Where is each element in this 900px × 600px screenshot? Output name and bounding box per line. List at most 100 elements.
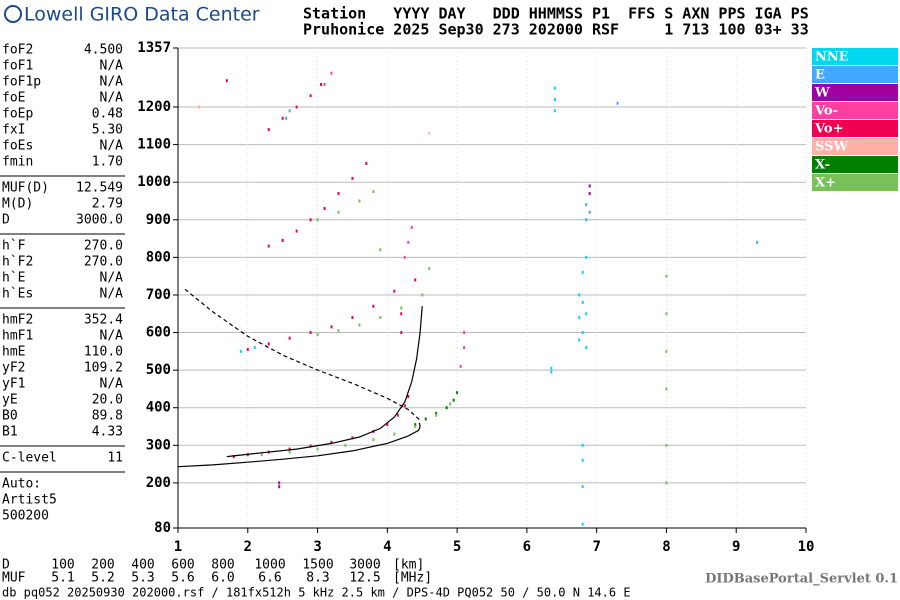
point (581, 270, 584, 274)
legend-swatch (812, 102, 898, 119)
point (581, 458, 584, 462)
point (330, 325, 333, 329)
point (452, 398, 455, 402)
param-value: 109.2 (84, 361, 123, 376)
point (267, 342, 270, 346)
muf: 8.3 (306, 571, 329, 586)
param-label: M(D) (2, 197, 33, 212)
point (337, 191, 340, 195)
legend-label: Vo- (814, 104, 838, 119)
point (400, 306, 403, 310)
point (316, 218, 319, 222)
point (351, 176, 354, 180)
param-value: N/A (100, 91, 124, 106)
distance: 600 (171, 558, 194, 573)
point (463, 346, 466, 350)
point (330, 71, 333, 75)
param-value: N/A (100, 329, 124, 344)
point (225, 79, 228, 83)
param-value: N/A (100, 287, 124, 302)
param-value: 1.70 (92, 155, 123, 170)
point (550, 366, 553, 370)
point (393, 432, 396, 436)
legend-label: NNE (815, 50, 849, 65)
x-tick-label: 6 (523, 539, 531, 555)
legend-label: SSW (815, 140, 848, 155)
x-tick-label: 3 (313, 539, 321, 555)
distance: 800 (211, 558, 234, 573)
point (424, 417, 427, 421)
muf: 12.5 (349, 571, 380, 586)
point (463, 331, 466, 335)
point (278, 481, 281, 485)
y-tick-label: 1100 (137, 137, 171, 153)
point (414, 423, 417, 427)
model-curve (184, 288, 421, 427)
point (459, 364, 462, 368)
point (320, 82, 323, 86)
param-label: yF1 (2, 377, 25, 392)
point (295, 229, 298, 233)
point (372, 304, 375, 308)
point (239, 349, 242, 353)
point (403, 404, 406, 408)
param-value: 11 (107, 451, 123, 466)
point (288, 450, 291, 454)
point (288, 447, 291, 451)
param-label: B1 (2, 425, 18, 440)
param-label: hmE (2, 345, 25, 360)
point (410, 225, 413, 229)
header-line: Pruhonice 2025 Sep30 273 202000 RSF 1 71… (303, 21, 809, 39)
distance: 400 (131, 558, 154, 573)
point (585, 218, 588, 222)
point (588, 184, 591, 188)
point (323, 82, 326, 86)
point (585, 312, 588, 316)
point (449, 402, 452, 406)
point (665, 481, 668, 485)
point (585, 255, 588, 259)
muf: 5.1 (51, 571, 74, 586)
y-tick-label: 1200 (137, 99, 171, 115)
distance: 3000 (349, 558, 380, 573)
x-tick-label: 2 (244, 539, 252, 555)
point (616, 101, 619, 105)
point (358, 199, 361, 203)
x-tick-label: 8 (662, 539, 670, 555)
point (330, 440, 333, 444)
point (295, 105, 298, 109)
param-value: 89.8 (92, 409, 123, 424)
model-curve (226, 306, 423, 458)
point (400, 312, 403, 316)
point (665, 349, 668, 353)
logo: Lowell GIRO Data Center (24, 4, 260, 26)
point (665, 274, 668, 278)
point (323, 207, 326, 211)
point (435, 413, 438, 417)
point (585, 203, 588, 207)
y-tick-label: 500 (146, 362, 171, 378)
param-value: 3000.0 (76, 213, 123, 228)
legend-label: Vo+ (814, 122, 843, 137)
model-curve (177, 426, 421, 468)
point (578, 338, 581, 342)
point (379, 248, 382, 252)
point (428, 267, 431, 271)
legend-swatch (812, 156, 898, 173)
point (756, 240, 759, 244)
legend-swatch (812, 84, 898, 101)
legend-swatch (812, 48, 898, 65)
point (260, 453, 263, 457)
y-tick-label: 200 (146, 475, 171, 491)
point (351, 436, 354, 440)
point (393, 289, 396, 293)
point (553, 86, 556, 90)
point (421, 293, 424, 297)
point (550, 370, 553, 374)
point (344, 443, 347, 447)
param-label: MUF(D) (2, 181, 49, 196)
point (414, 425, 417, 429)
param-value: 5.30 (92, 123, 123, 138)
point (414, 278, 417, 282)
point (581, 300, 584, 304)
